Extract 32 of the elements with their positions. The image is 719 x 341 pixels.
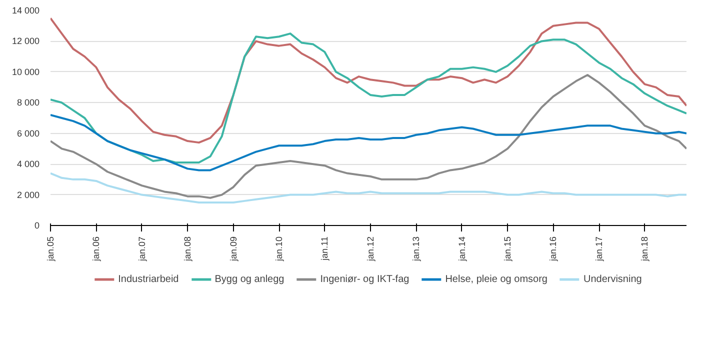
- line-series: [50, 17, 686, 144]
- line-series: [50, 114, 686, 172]
- x-tick-label: jan.09: [228, 236, 238, 262]
- x-tick-label: jan.16: [548, 236, 558, 262]
- legend-label: Helse, pleie og omsorg: [445, 274, 548, 284]
- line-series: [50, 172, 686, 204]
- y-tick-label: 8 000: [16, 98, 40, 108]
- y-tick-label: 10 000: [12, 66, 40, 77]
- line-series: [50, 74, 686, 199]
- x-tick-label: jan.14: [456, 236, 467, 262]
- legend-label: Ingeniør- og IKT-fag: [320, 274, 410, 284]
- y-tick-label: 4 000: [16, 159, 40, 170]
- x-tick-label: jan.18: [640, 236, 650, 262]
- y-tick-label: 14 000: [12, 6, 40, 16]
- x-tick-label: jan.15: [502, 236, 513, 262]
- x-tick-label: jan.11: [320, 236, 330, 262]
- x-tick-label: jan.13: [411, 236, 422, 262]
- x-tick-label: jan.07: [136, 236, 147, 262]
- x-tick-label: jan.06: [91, 236, 102, 262]
- x-tick-label: jan.10: [274, 236, 284, 262]
- legend-label: Undervisning: [583, 274, 642, 284]
- y-tick-label: 0: [34, 220, 40, 230]
- x-tick-label: jan.12: [365, 236, 376, 262]
- y-tick-label: 2 000: [16, 190, 40, 200]
- x-tick-label: jan.08: [182, 236, 193, 262]
- x-tick-label: jan.17: [594, 236, 604, 262]
- legend-label: Bygg og anlegg: [214, 274, 284, 284]
- x-tick-label: jan.05: [46, 236, 56, 262]
- legend-label: Industriarbeid: [118, 274, 179, 284]
- y-tick-label: 12 000: [12, 36, 40, 46]
- y-tick-label: 6 000: [16, 128, 40, 138]
- line-series: [50, 32, 686, 164]
